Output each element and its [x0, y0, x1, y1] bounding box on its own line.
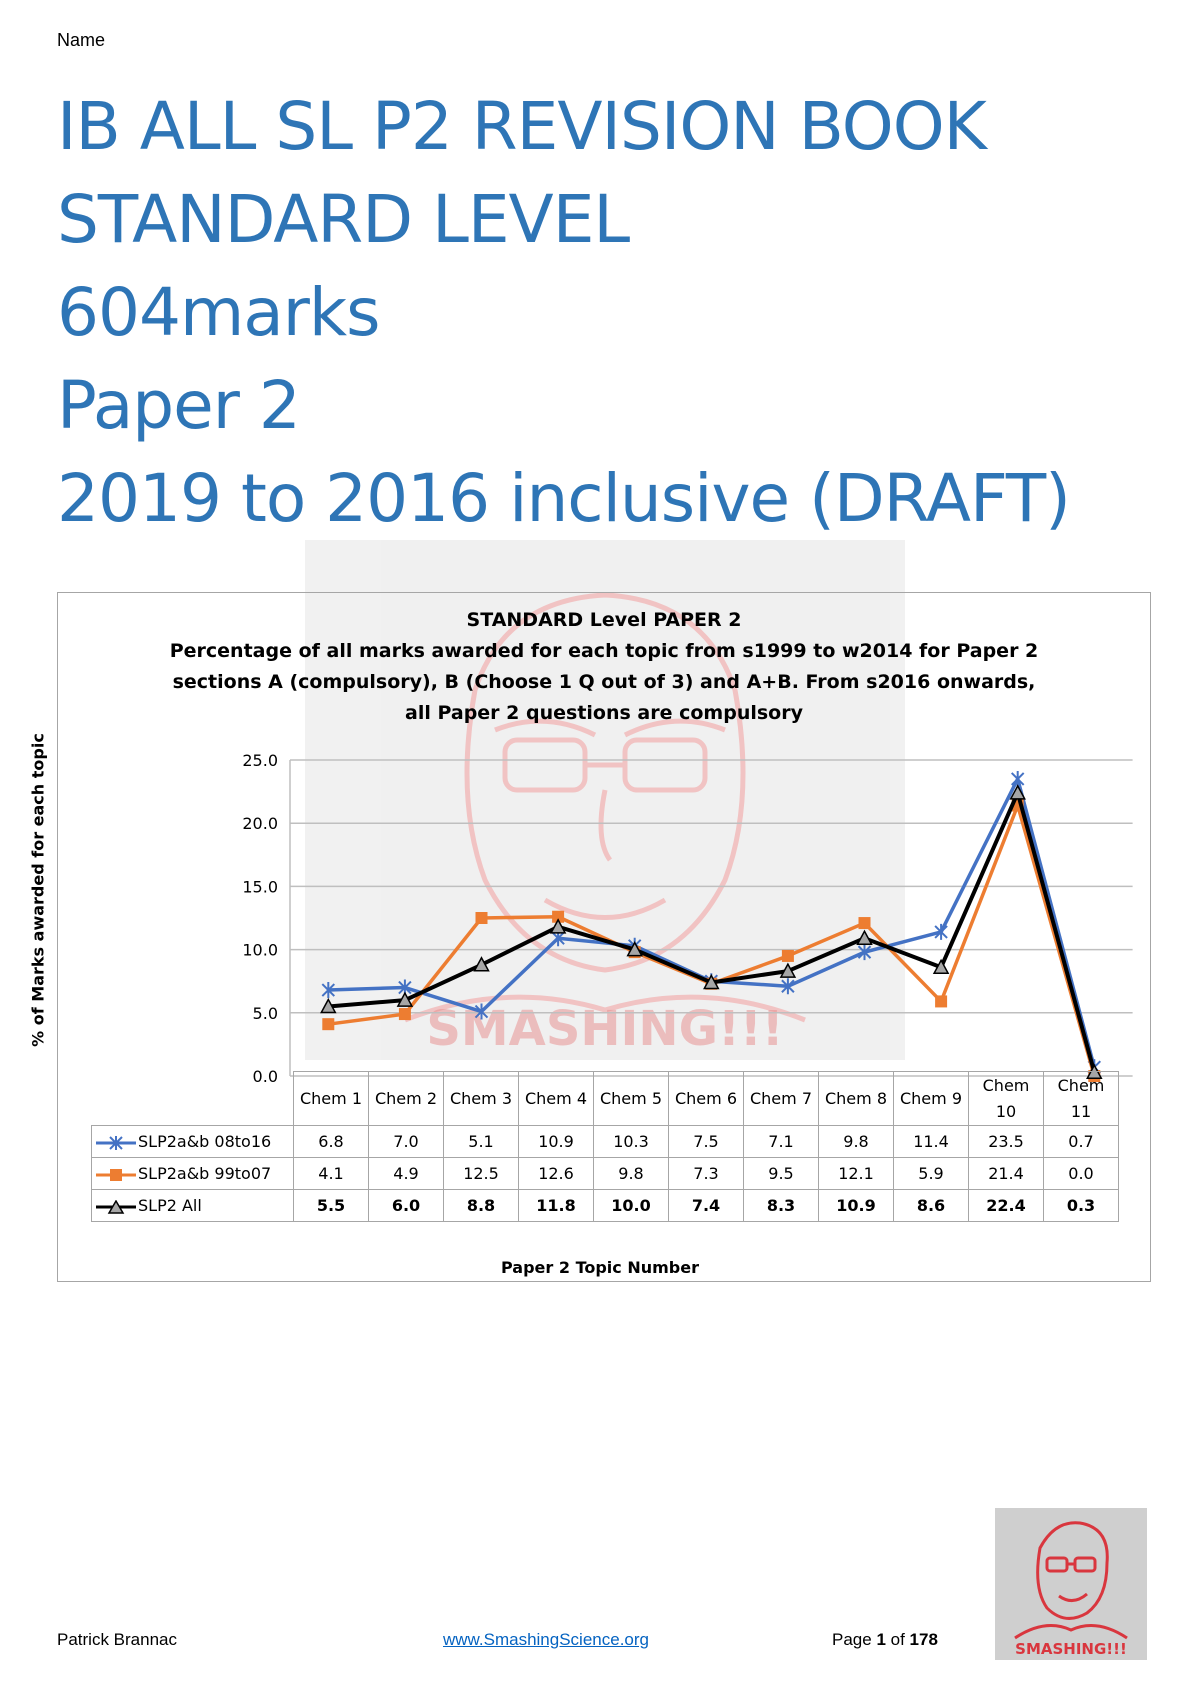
table-cell: 4.1: [293, 1157, 369, 1190]
table-cell: 12.5: [443, 1157, 519, 1190]
table-cell: 10.3: [593, 1125, 669, 1158]
title-line-3: 604marks: [57, 274, 380, 351]
title-line-2: STANDARD LEVEL: [57, 181, 630, 258]
category-header: Chem 8: [818, 1071, 894, 1126]
table-cell: 5.1: [443, 1125, 519, 1158]
category-header: Chem 3: [443, 1071, 519, 1126]
table-cell: 9.8: [818, 1125, 894, 1158]
document-title: IB ALL SL P2 REVISION BOOK STANDARD LEVE…: [57, 80, 1071, 545]
category-header: Chem 10: [968, 1071, 1044, 1126]
table-cell: 8.8: [443, 1189, 519, 1222]
x-axis-label: Paper 2 Topic Number: [501, 1258, 699, 1277]
category-header: Chem 1: [293, 1071, 369, 1126]
footer-website-link[interactable]: www.SmashingScience.org: [443, 1630, 649, 1649]
table-cell: 12.1: [818, 1157, 894, 1190]
table-cell: 0.7: [1043, 1125, 1119, 1158]
chart-title: STANDARD Level PAPER 2: [466, 609, 742, 631]
table-cell: 0.0: [1043, 1157, 1119, 1190]
table-cell: 5.5: [293, 1189, 369, 1222]
table-cell: 5.9: [893, 1157, 969, 1190]
table-row-series-3: SLP2 All 5.5 6.0 8.8 11.8 10.0 7.4 8.3 1…: [91, 1189, 1119, 1222]
category-header: Chem 9: [893, 1071, 969, 1126]
table-cell: 7.3: [668, 1157, 744, 1190]
table-cell: 0.3: [1043, 1189, 1119, 1222]
table-cell: 9.5: [743, 1157, 819, 1190]
page-number: Page 1 of 178: [832, 1630, 938, 1649]
chart-subtitle-3: all Paper 2 questions are compulsory: [405, 702, 803, 724]
chart-data-table: Chem 1 Chem 2 Chem 3 Chem 4 Chem 5 Chem …: [91, 1071, 1119, 1222]
table-header-row: Chem 1 Chem 2 Chem 3 Chem 4 Chem 5 Chem …: [92, 1071, 1119, 1126]
footer-author: Patrick Brannac: [57, 1630, 177, 1649]
legend-entry: SLP2 All: [91, 1189, 294, 1222]
table-cell: 7.5: [668, 1125, 744, 1158]
logo-caricature-icon: SMASHING!!!: [1014, 1521, 1128, 1658]
table-cell: 10.9: [818, 1189, 894, 1222]
title-line-5: 2019 to 2016 inclusive (DRAFT): [57, 460, 1071, 537]
chart-subtitle-2: sections A (compulsory), B (Choose 1 Q o…: [172, 671, 1036, 693]
table-cell: 10.9: [518, 1125, 594, 1158]
category-header: Chem 6: [668, 1071, 744, 1126]
table-cell: 12.6: [518, 1157, 594, 1190]
category-header: Chem 7: [743, 1071, 819, 1126]
table-row-series-1: SLP2a&b 08to16 6.8 7.0 5.1 10.9 10.3 7.5…: [91, 1125, 1119, 1158]
category-header: Chem 11: [1043, 1071, 1119, 1126]
table-corner: [92, 1072, 294, 1126]
chart-subtitle-1: Percentage of all marks awarded for each…: [169, 640, 1039, 662]
table-row-series-2: SLP2a&b 99to07 4.1 4.9 12.5 12.6 9.8 7.3…: [91, 1157, 1119, 1190]
category-header: Chem 5: [593, 1071, 669, 1126]
y-axis-label: % of Marks awarded for each topic: [28, 733, 48, 1047]
table-cell: 22.4: [968, 1189, 1044, 1222]
table-cell: 8.3: [743, 1189, 819, 1222]
legend-key-square-icon: [96, 1168, 136, 1181]
table-cell: 6.8: [293, 1125, 369, 1158]
name-label: Name: [57, 30, 106, 50]
chart-title-block: STANDARD Level PAPER 2 Percentage of all…: [58, 605, 1150, 729]
smashing-logo: SMASHING!!!: [995, 1508, 1147, 1660]
table-cell: 11.4: [893, 1125, 969, 1158]
table-cell: 7.4: [668, 1189, 744, 1222]
table-cell: 21.4: [968, 1157, 1044, 1190]
table-cell: 4.9: [368, 1157, 444, 1190]
table-cell: 9.8: [593, 1157, 669, 1190]
logo-text: SMASHING!!!: [1015, 1640, 1127, 1658]
table-cell: 7.0: [368, 1125, 444, 1158]
table-cell: 10.0: [593, 1189, 669, 1222]
table-cell: 6.0: [368, 1189, 444, 1222]
legend-key-triangle-icon: [96, 1199, 136, 1214]
category-header: Chem 4: [518, 1071, 594, 1126]
table-cell: 23.5: [968, 1125, 1044, 1158]
title-line-4: Paper 2: [57, 367, 301, 444]
table-cell: 7.1: [743, 1125, 819, 1158]
legend-entry: SLP2a&b 99to07: [91, 1157, 294, 1190]
legend-key-star-icon: [96, 1135, 136, 1150]
legend-entry: SLP2a&b 08to16: [91, 1125, 294, 1158]
category-header: Chem 2: [368, 1071, 444, 1126]
title-line-1: IB ALL SL P2 REVISION BOOK: [57, 88, 987, 165]
table-cell: 11.8: [518, 1189, 594, 1222]
chart-area: STANDARD Level PAPER 2 Percentage of all…: [57, 592, 1151, 1282]
table-cell: 8.6: [893, 1189, 969, 1222]
